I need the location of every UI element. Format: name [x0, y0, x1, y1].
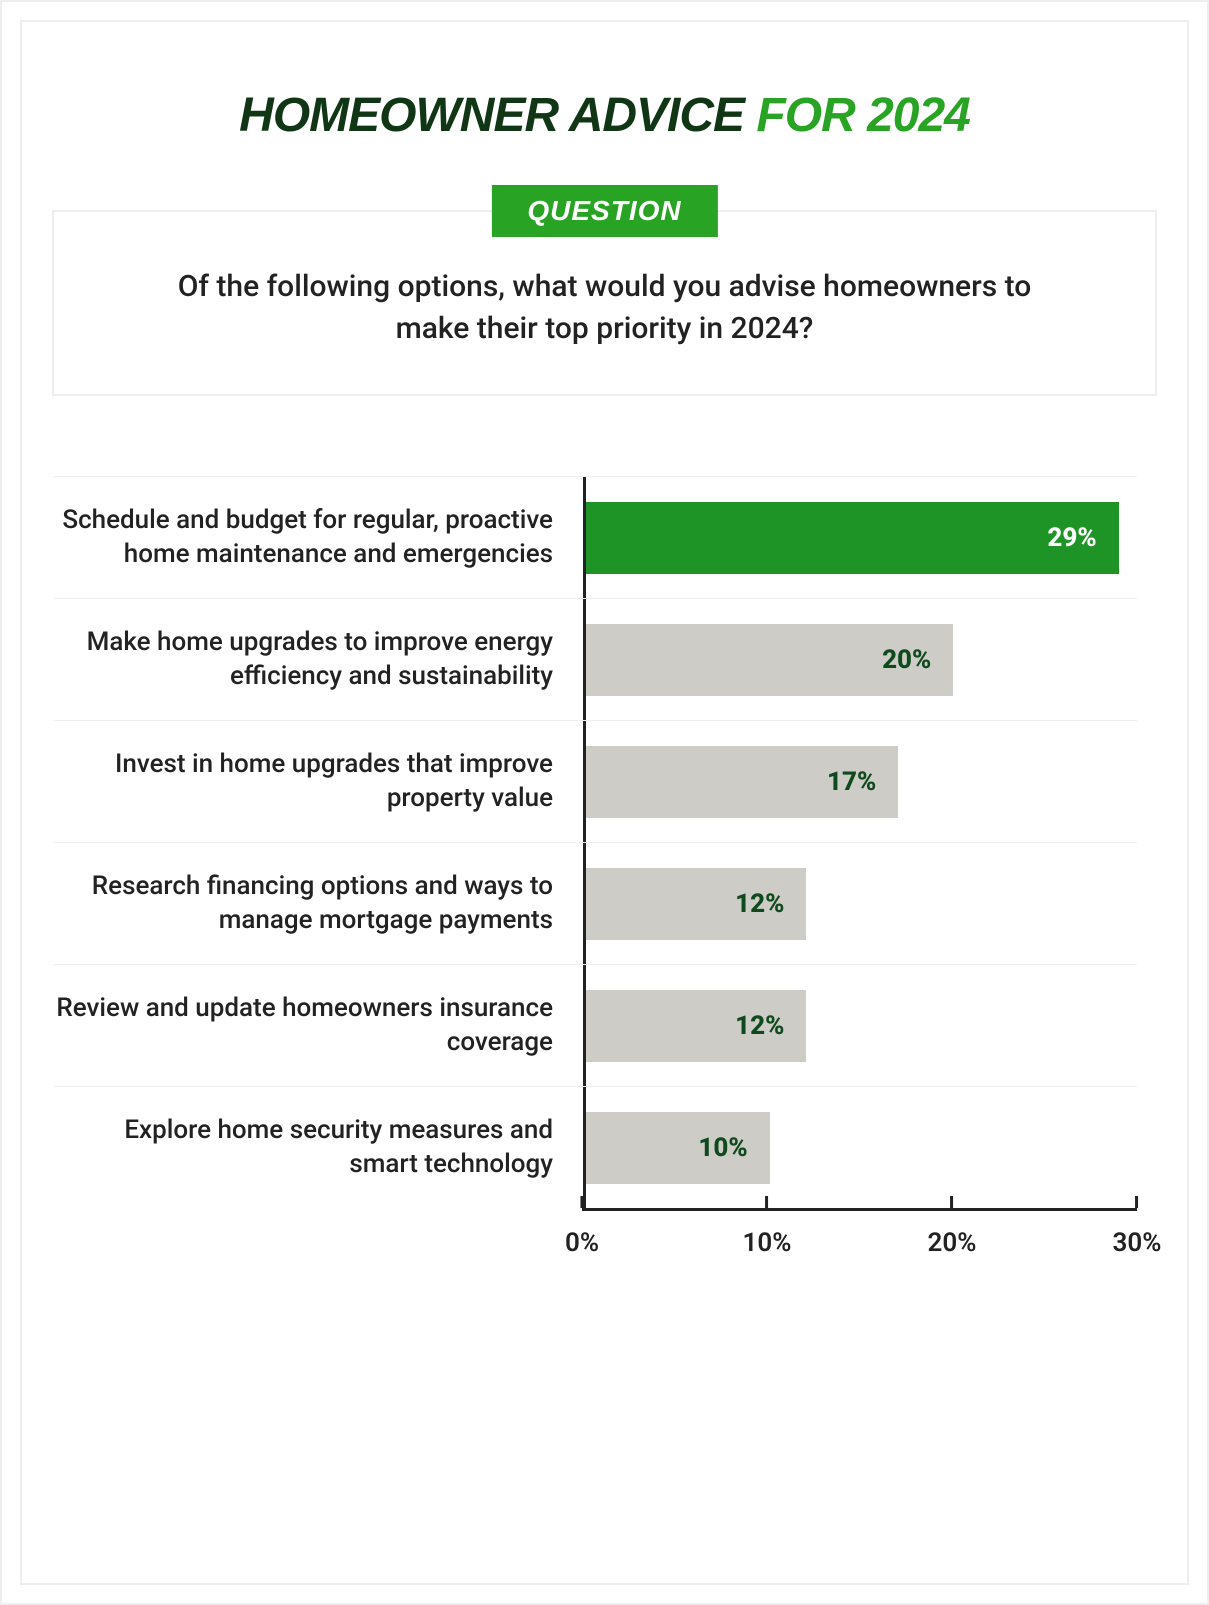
- bar: 20%: [586, 624, 953, 696]
- bar-area: 29%: [583, 477, 1137, 598]
- question-text: Of the following options, what would you…: [52, 210, 1157, 396]
- bar: 10%: [586, 1112, 770, 1184]
- bar-area: 12%: [583, 843, 1137, 964]
- axis-tick: 10%: [743, 1208, 792, 1258]
- bar-area: 20%: [583, 599, 1137, 720]
- outer-frame: HOMEOWNER ADVICE FOR 2024 QUESTION Of th…: [0, 0, 1209, 1605]
- axis-tick: 20%: [928, 1208, 977, 1258]
- bar: 12%: [586, 990, 806, 1062]
- chart-row: Make home upgrades to improve energy eff…: [53, 598, 1137, 720]
- question-badge: QUESTION: [491, 185, 717, 237]
- title-part-2: FOR 2024: [756, 89, 969, 142]
- axis-tick: 0%: [565, 1208, 599, 1258]
- page-title: HOMEOWNER ADVICE FOR 2024: [22, 92, 1187, 140]
- chart-row: Research financing options and ways to m…: [53, 842, 1137, 964]
- bar-label: Explore home security measures and smart…: [53, 1114, 583, 1182]
- axis-tick: 30%: [1113, 1208, 1162, 1258]
- bar-label: Schedule and budget for regular, proacti…: [53, 504, 583, 572]
- bar-area: 10%: [583, 1087, 1137, 1208]
- bar: 12%: [586, 868, 806, 940]
- x-axis: 0%10%20%30%: [582, 1208, 1137, 1268]
- bar-label: Invest in home upgrades that improve pro…: [53, 748, 583, 816]
- bar-label: Make home upgrades to improve energy eff…: [53, 626, 583, 694]
- bar-label: Review and update homeowners insurance c…: [53, 992, 583, 1060]
- bar-chart: Schedule and budget for regular, proacti…: [52, 476, 1137, 1268]
- x-axis-wrap: 0%10%20%30%: [52, 1208, 1137, 1268]
- chart-rows: Schedule and budget for regular, proacti…: [52, 476, 1137, 1208]
- chart-row: Explore home security measures and smart…: [53, 1086, 1137, 1208]
- bar: 29%: [586, 502, 1119, 574]
- chart-row: Invest in home upgrades that improve pro…: [53, 720, 1137, 842]
- axis-spacer: [52, 1208, 582, 1268]
- chart-row: Review and update homeowners insurance c…: [53, 964, 1137, 1086]
- chart-row: Schedule and budget for regular, proacti…: [53, 476, 1137, 598]
- inner-frame: HOMEOWNER ADVICE FOR 2024 QUESTION Of th…: [20, 20, 1189, 1585]
- bar-area: 12%: [583, 965, 1137, 1086]
- bar: 17%: [586, 746, 898, 818]
- bar-label: Research financing options and ways to m…: [53, 870, 583, 938]
- title-part-1: HOMEOWNER ADVICE: [239, 89, 744, 142]
- bar-area: 17%: [583, 721, 1137, 842]
- question-block: QUESTION Of the following options, what …: [52, 210, 1157, 396]
